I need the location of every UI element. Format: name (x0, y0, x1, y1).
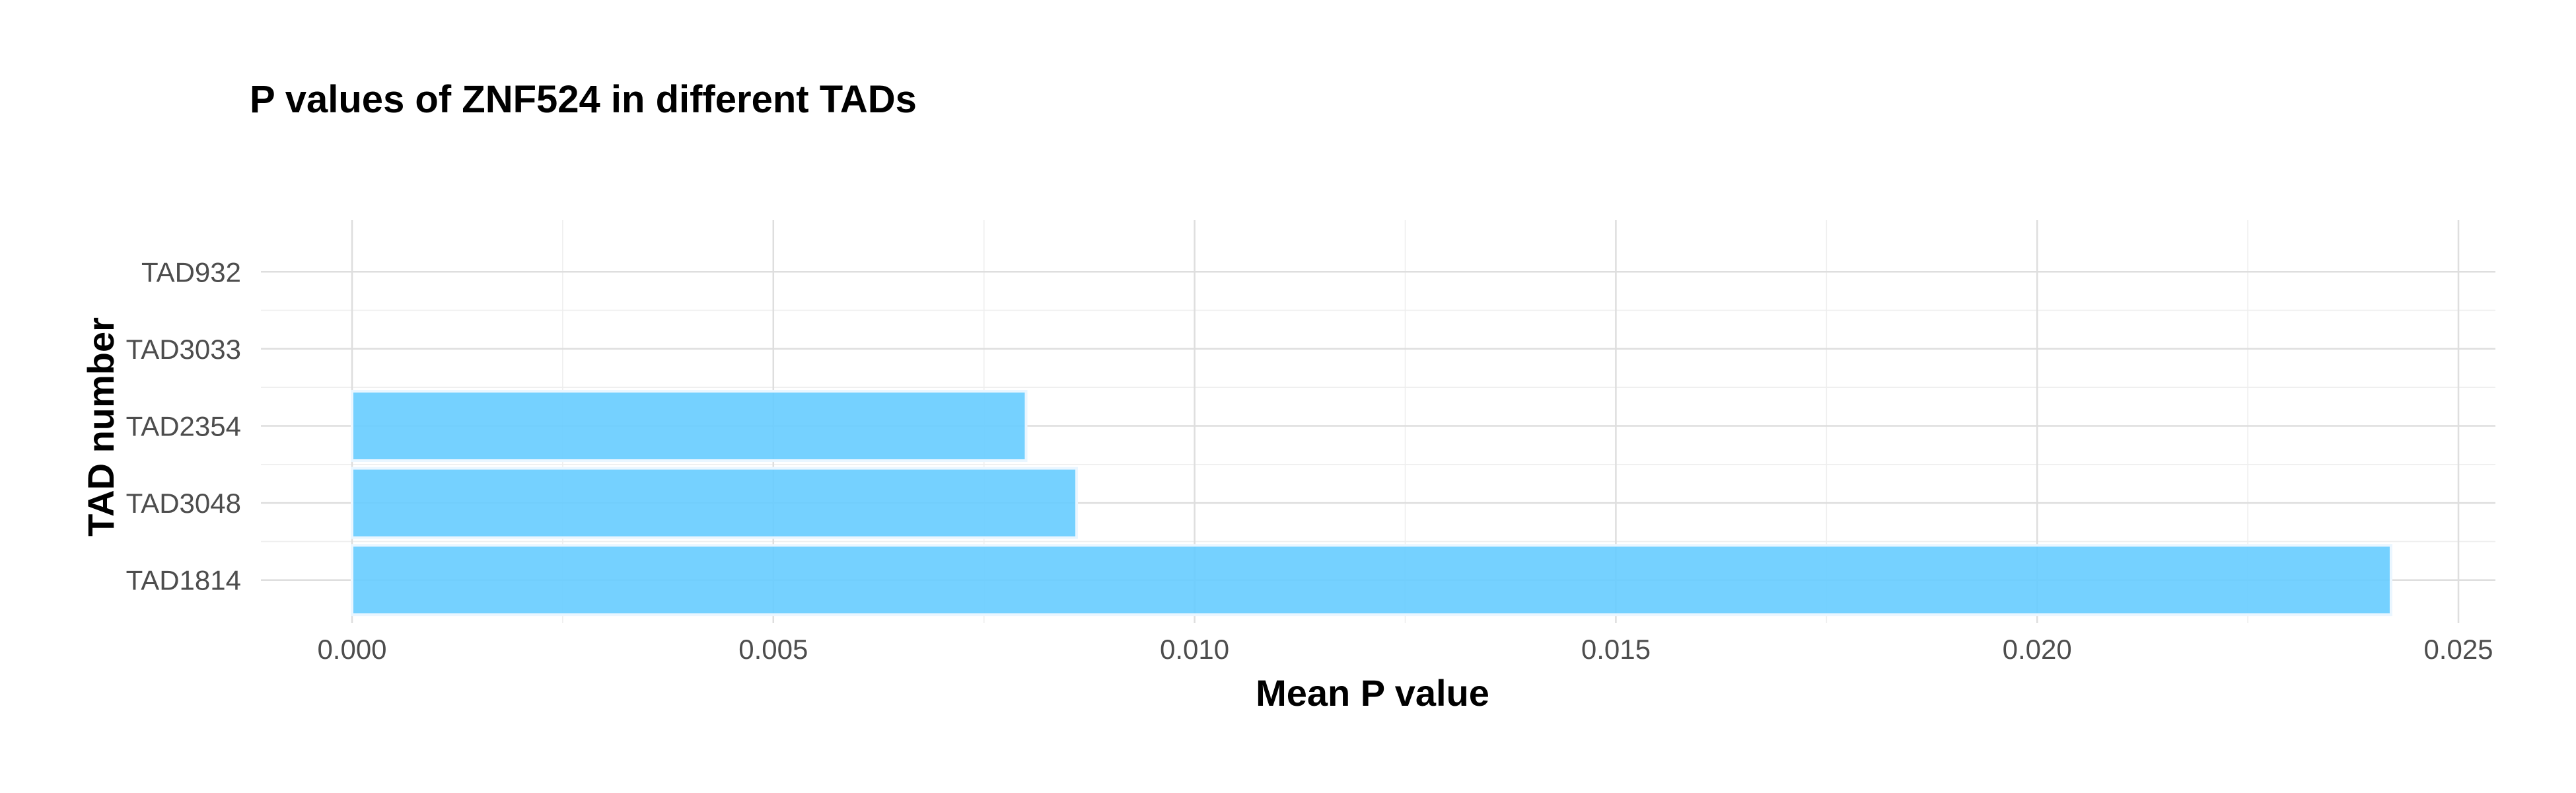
x-tick-labels: 0.000 0.005 0.010 0.015 0.020 0.025 (317, 634, 2493, 665)
y-tick-labels: TAD1814 TAD3048 TAD2354 TAD3033 TAD932 (126, 256, 241, 595)
chart-title: P values of ZNF524 in different TADs (250, 78, 917, 121)
x-tick-label: 0.000 (317, 634, 386, 665)
x-axis-title: Mean P value (1256, 672, 1489, 714)
y-tick-label: TAD2354 (126, 411, 241, 442)
bars (351, 390, 2392, 617)
x-tick-label: 0.025 (2423, 634, 2493, 665)
bar-tad2354 (351, 390, 1028, 462)
x-tick-label: 0.010 (1160, 634, 1229, 665)
y-tick-label: TAD3048 (126, 488, 241, 519)
y-axis-title: TAD number (80, 317, 122, 537)
bar-tad1814 (351, 544, 2392, 617)
y-tick-label: TAD3033 (126, 334, 241, 365)
bar-tad3048 (351, 467, 1079, 539)
y-tick-label: TAD932 (141, 256, 241, 287)
x-tick-label: 0.005 (738, 634, 808, 665)
x-tick-label: 0.015 (1581, 634, 1651, 665)
y-tick-label: TAD1814 (126, 565, 241, 596)
x-tick-label: 0.020 (2003, 634, 2072, 665)
